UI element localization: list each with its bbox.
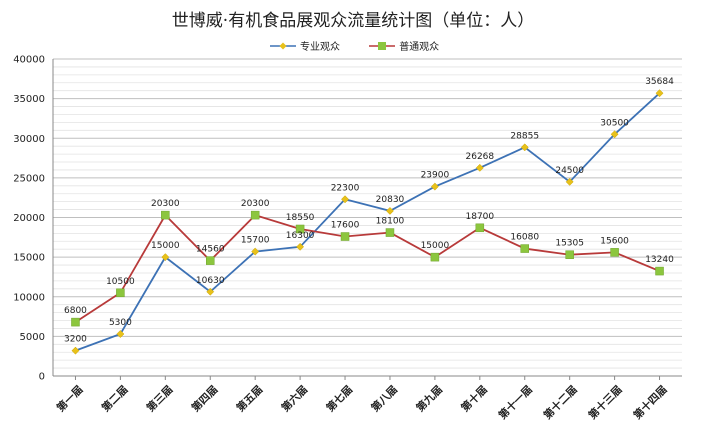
data-label: 18100 bbox=[376, 217, 405, 227]
legend-item-professional: 专业观众 bbox=[270, 38, 340, 53]
data-label: 26268 bbox=[466, 152, 495, 162]
chart-title: 世博威·有机食品展观众流量统计图（单位：人） bbox=[171, 11, 535, 31]
data-point-diamond bbox=[610, 130, 619, 139]
data-label: 18550 bbox=[286, 213, 315, 223]
legend: 专业观众 普通观众 bbox=[270, 38, 465, 53]
data-label: 18700 bbox=[466, 212, 495, 222]
data-point-diamond bbox=[475, 163, 484, 172]
data-label: 35684 bbox=[645, 77, 674, 87]
data-point-square bbox=[520, 244, 529, 253]
series bbox=[71, 89, 664, 355]
data-label: 16080 bbox=[510, 233, 539, 243]
y-tick-label: 25000 bbox=[13, 173, 45, 184]
y-tick-label: 10000 bbox=[13, 292, 45, 303]
data-label: 15000 bbox=[151, 241, 180, 251]
data-point-diamond bbox=[296, 242, 305, 251]
x-tick-label: 第九届 bbox=[414, 383, 445, 414]
x-tick-label: 第六届 bbox=[279, 383, 310, 414]
x-tick-label: 第十一届 bbox=[496, 383, 535, 422]
x-tick-label: 第十届 bbox=[458, 383, 489, 414]
x-tick-label: 第七届 bbox=[324, 383, 355, 414]
data-label: 10500 bbox=[106, 277, 135, 287]
x-tick-label: 第八届 bbox=[369, 383, 400, 414]
y-tick-label: 0 bbox=[39, 372, 45, 383]
data-label: 14560 bbox=[196, 245, 225, 255]
legend-swatch-professional bbox=[270, 42, 296, 49]
data-point-diamond bbox=[386, 206, 394, 215]
data-point-square bbox=[340, 232, 350, 241]
x-tick-label: 第一届 bbox=[54, 383, 85, 414]
data-labels: 3200 5300 15000 10630 15700 16300 22300 20830 23… bbox=[64, 77, 674, 344]
data-point-square bbox=[295, 224, 305, 234]
data-point-square bbox=[610, 248, 619, 257]
legend-label-general: 普通观众 bbox=[399, 42, 440, 53]
data-label: 15700 bbox=[241, 236, 270, 246]
data-label: 22300 bbox=[331, 183, 360, 193]
data-label: 24500 bbox=[555, 166, 584, 176]
x-tick-label: 第二届 bbox=[99, 383, 130, 414]
data-label: 15600 bbox=[600, 236, 629, 246]
x-tick-label: 第十四届 bbox=[631, 383, 670, 422]
data-label: 28855 bbox=[510, 131, 539, 141]
data-label: 20830 bbox=[376, 195, 405, 205]
data-point-square bbox=[430, 252, 440, 262]
series-line-2 bbox=[74, 213, 660, 323]
data-label: 17600 bbox=[331, 221, 360, 231]
data-label: 10630 bbox=[196, 276, 225, 286]
data-point-diamond bbox=[116, 330, 125, 338]
x-tick-label: 第三届 bbox=[144, 383, 175, 414]
y-tick-label: 15000 bbox=[13, 253, 45, 264]
x-tick-label: 第五届 bbox=[234, 383, 265, 414]
data-label: 20300 bbox=[241, 199, 270, 209]
data-label: 6800 bbox=[64, 306, 87, 316]
legend-item-general: 普通观众 bbox=[369, 38, 439, 53]
data-point-square bbox=[71, 317, 80, 327]
x-tick-label: 第十二届 bbox=[541, 383, 580, 422]
data-label: 5300 bbox=[109, 318, 132, 328]
data-point-square bbox=[385, 228, 395, 237]
x-tick-label: 第四届 bbox=[189, 383, 220, 414]
data-label: 13240 bbox=[645, 255, 674, 265]
data-label: 16300 bbox=[286, 231, 315, 241]
series-line-1 bbox=[75, 92, 661, 352]
gridlines bbox=[53, 58, 682, 377]
data-point-diamond bbox=[206, 287, 215, 296]
legend-swatch-general bbox=[369, 41, 396, 50]
y-tick-label: 20000 bbox=[13, 213, 45, 224]
data-label: 15000 bbox=[421, 241, 450, 251]
data-point-square bbox=[116, 288, 125, 298]
y-tick-label: 35000 bbox=[13, 94, 45, 105]
data-point-diamond bbox=[565, 177, 574, 186]
y-tick-label: 30000 bbox=[13, 134, 45, 145]
data-point-diamond bbox=[251, 247, 260, 256]
data-point-diamond bbox=[520, 143, 529, 152]
data-point-square bbox=[475, 223, 485, 233]
data-label: 23900 bbox=[421, 171, 450, 181]
data-point-diamond bbox=[161, 253, 170, 262]
data-point-square bbox=[655, 266, 664, 276]
data-point-square bbox=[161, 210, 170, 220]
data-label: 3200 bbox=[64, 335, 87, 345]
data-point-diamond bbox=[341, 195, 349, 204]
data-point-square bbox=[206, 256, 215, 265]
x-tick-label: 第十三届 bbox=[586, 383, 625, 422]
data-point-square bbox=[250, 210, 260, 220]
data-label: 20300 bbox=[151, 199, 180, 209]
y-tick-label: 40000 bbox=[13, 55, 45, 66]
data-point-diamond bbox=[71, 346, 80, 355]
data-point-diamond bbox=[655, 89, 664, 98]
data-point-diamond bbox=[430, 182, 439, 191]
y-tick-label: 5000 bbox=[20, 332, 45, 343]
data-label: 30500 bbox=[600, 118, 629, 128]
data-label: 15305 bbox=[555, 239, 584, 249]
data-point-square bbox=[565, 250, 574, 259]
legend-label-professional: 专业观众 bbox=[300, 42, 340, 53]
